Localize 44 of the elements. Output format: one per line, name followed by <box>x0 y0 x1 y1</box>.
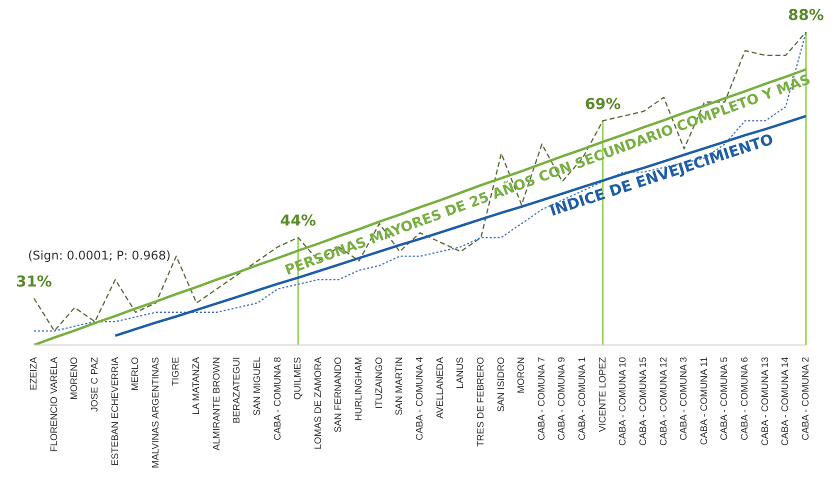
x-tick-label: CABA - COMUNA 13 <box>760 357 771 446</box>
x-tick-label: EZEIZA <box>28 356 40 390</box>
x-tick-label: CABA - COMUNA 14 <box>780 357 792 446</box>
x-tick-label: CABA - COMUNA 15 <box>638 357 649 446</box>
x-tick-label: CABA - COMUNA 7 <box>536 357 548 440</box>
x-tick-label: CABA - COMUNA 9 <box>556 357 568 440</box>
x-tick-label: SAN MARTIN <box>394 356 406 416</box>
x-tick-label: CABA - COMUNA 4 <box>414 357 426 440</box>
x-tick-label: CABA - COMUNA 3 <box>678 357 690 440</box>
x-tick-label: FLORENCIO VARELA <box>48 356 60 452</box>
x-tick-label: VICENTE LOPEZ <box>597 356 608 432</box>
x-tick-label: LOMAS DE ZAMORA <box>312 356 324 450</box>
data-label: 88% <box>788 6 824 24</box>
x-tick-label: JOSE C PAZ <box>89 356 100 412</box>
x-tick-label: HURLINGHAM <box>354 356 365 421</box>
x-tick-label: CABA - COMUNA 11 <box>698 357 710 445</box>
x-tick-label: MALVINAS ARGENTINAS <box>150 357 162 468</box>
x-tick-label: TIGRE <box>170 357 182 386</box>
annotation: (Sign: 0.0001; P: 0.968) <box>28 248 171 263</box>
x-tick-label: ESTEBAN ECHEVERRIA <box>110 356 121 466</box>
x-tick-label: CABA - COMUNA 10 <box>618 357 629 446</box>
data-label: 44% <box>280 212 316 230</box>
x-tick-label: BERAZATEGUI <box>232 357 243 424</box>
x-tick-label: CABA - COMUNA 6 <box>740 357 751 440</box>
x-tick-label: TRES DE FEBRERO <box>475 357 486 447</box>
x-tick-label: LA MATANZA <box>191 356 202 415</box>
x-tick-label: LANUS <box>455 357 466 389</box>
x-tick-label: ALMIRANTE BROWN <box>211 356 222 450</box>
x-tick-label: SAN MIGUEL <box>252 357 263 416</box>
x-tick-label: MERLO <box>130 357 142 391</box>
x-tick-label: ITUZAINGO <box>374 357 385 409</box>
data-label: 31% <box>16 272 52 290</box>
x-tick-label: QUILMES <box>292 357 304 400</box>
x-tick-label: MORENO <box>69 357 80 400</box>
x-tick-label: CABA - COMUNA 1 <box>577 357 588 440</box>
x-tick-label: CABA - COMUNA 5 <box>719 357 730 440</box>
x-tick-label: MORON <box>516 356 528 394</box>
data-label: 69% <box>584 94 621 113</box>
x-tick-label: CABA - COMUNA 2 <box>800 357 812 440</box>
x-tick-label: AVELLANEDA <box>434 356 446 419</box>
x-tick-label: CABA - COMUNA 12 <box>658 357 670 446</box>
x-tick-label: SAN ISIDRO <box>496 357 507 412</box>
x-tick-label: CABA - COMUNA 8 <box>272 357 284 440</box>
x-tick-label: SAN FERNANDO <box>333 357 344 432</box>
